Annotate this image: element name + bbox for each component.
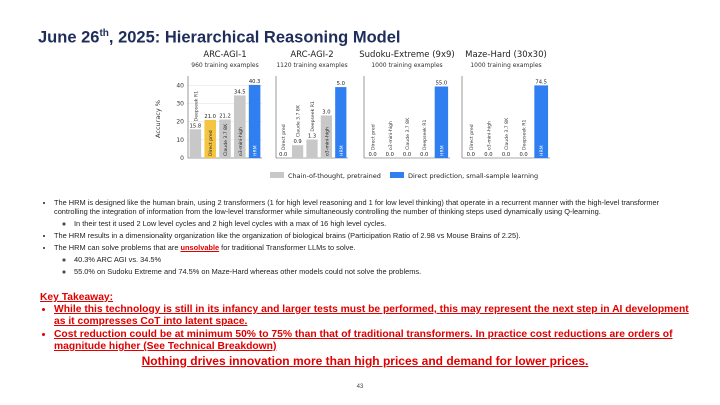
- panel-title: Sudoku-Extreme (9x9): [359, 50, 454, 60]
- value-label: 0.0: [368, 152, 376, 158]
- panel-subtitle: 1120 training examples: [276, 62, 347, 69]
- sub-bullet: In their test it used 2 Low level cycles…: [74, 219, 690, 228]
- y-tick-label: 0: [180, 155, 184, 162]
- panel-subtitle: 1000 training examples: [371, 62, 442, 69]
- y-tick-label: 10: [176, 137, 184, 144]
- bar: [291, 145, 304, 158]
- bar: [234, 95, 246, 158]
- panel-subtitle: 960 training examples: [191, 62, 258, 69]
- value-label: 40.3: [249, 79, 261, 85]
- page-number: 43: [356, 384, 364, 390]
- value-label: 0.0: [467, 152, 475, 158]
- value-label: 0.0: [484, 152, 492, 158]
- value-label: 15.8: [190, 123, 202, 129]
- bar: [219, 119, 231, 158]
- category-label: Deepseek R1: [193, 91, 199, 121]
- category-label: o3-mini-high: [388, 121, 394, 150]
- value-label: 21.0: [204, 114, 216, 120]
- value-label: 0.0: [386, 152, 394, 158]
- value-label: 0.0: [502, 152, 510, 158]
- sub-bullet: 55.0% on Sudoku Extreme and 74.5% on Maz…: [74, 267, 690, 276]
- value-label: 3.0: [322, 109, 330, 115]
- value-label: 0.0: [279, 152, 287, 158]
- category-label: Direct pred: [281, 124, 287, 150]
- category-label: HRM: [539, 145, 545, 156]
- y-axis-label: Accuracy %: [154, 100, 162, 138]
- value-label: 55.0: [436, 81, 448, 87]
- title-text: June 26: [38, 28, 100, 47]
- category-label: HRM: [339, 145, 345, 156]
- sub-bullet: 40.3% ARC AGI vs. 34.5%: [74, 255, 690, 264]
- legend-label: Chain-of-thought, pretrained: [288, 172, 381, 180]
- bullet-text: for traditional Transformer LLMs to solv…: [219, 243, 356, 252]
- emphasis: unsolvable: [180, 243, 220, 252]
- bullet-text: The HRM is designed like the human brain…: [54, 198, 660, 216]
- bullet-text: The HRM results in a dimensionality orga…: [54, 231, 521, 240]
- panel-subtitle: 1000 training examples: [470, 62, 541, 69]
- value-label: 0.0: [403, 152, 411, 158]
- category-label: Deepseek R1: [422, 120, 428, 150]
- value-label: 74.5: [535, 79, 547, 85]
- y-tick-label: 30: [176, 101, 184, 108]
- takeaway-point: While this technology is still in its in…: [54, 304, 690, 328]
- category-label: Claude 3.7 8K: [504, 117, 510, 150]
- title-text: , 2025: Hierarchical Reasoning Model: [108, 28, 401, 47]
- value-label: 0.9: [293, 139, 301, 145]
- category-label: Direct pred: [208, 130, 214, 156]
- y-tick-label: 20: [176, 119, 184, 126]
- legend-label: Direct prediction, small-sample learning: [408, 172, 538, 180]
- y-tick-label: 40: [176, 82, 184, 89]
- category-label: Claude 3.7 8K: [296, 104, 302, 137]
- value-label: 0.0: [519, 152, 527, 158]
- category-label: Deepseek R1: [310, 101, 316, 131]
- takeaway-heading: Key Takeaway:: [40, 292, 114, 303]
- closing-line: Nothing drives innovation more than high…: [141, 354, 589, 368]
- panel-title: Maze-Hard (30x30): [465, 50, 547, 60]
- bullets: The HRM is designed like the human brain…: [40, 198, 690, 279]
- bar: [534, 85, 549, 158]
- title-sup: th: [99, 28, 109, 39]
- bar: [189, 129, 202, 158]
- category-label: Claude 3.7 8K: [405, 117, 411, 150]
- legend-swatch: [270, 172, 284, 178]
- takeaway: Key Takeaway: While this technology is s…: [40, 292, 690, 367]
- category-label: o3-mini-high: [324, 127, 330, 156]
- bar: [204, 119, 216, 158]
- bullet: The HRM is designed like the human brain…: [54, 198, 690, 228]
- category-label: Direct pred: [469, 124, 475, 150]
- bullet: The HRM results in a dimensionality orga…: [54, 231, 690, 240]
- category-label: Claude 3.7 8K: [223, 123, 229, 156]
- category-label: HRM: [439, 145, 445, 156]
- legend-swatch: [390, 172, 404, 178]
- category-label: o3-mini-high: [486, 121, 492, 150]
- value-label: 1.3: [308, 134, 316, 140]
- bar: [306, 139, 318, 158]
- category-label: Direct pred: [371, 124, 377, 150]
- chart: ARC-AGI-1 960 training examples 0 10 20 30 40 A…: [154, 50, 550, 180]
- panel-title: ARC-AGI-1: [203, 50, 246, 60]
- category-label: o3-mini-high: [238, 127, 244, 156]
- bar: [320, 115, 333, 158]
- category-label: HRM: [253, 145, 259, 156]
- bar: [335, 87, 347, 158]
- bullet: The HRM can solve problems that are unso…: [54, 243, 690, 276]
- value-label: 21.2: [219, 114, 231, 120]
- bar: [248, 84, 261, 158]
- value-label: 5.0: [337, 81, 345, 87]
- category-label: Deepseek R1: [522, 120, 528, 150]
- panel-title: ARC-AGI-2: [290, 50, 333, 60]
- takeaway-point: Cost reduction could be at minimum 50% t…: [54, 329, 690, 353]
- value-label: 0.0: [420, 152, 428, 158]
- slide-title: June 26th, 2025: Hierarchical Reasoning …: [38, 28, 401, 48]
- value-label: 34.5: [234, 89, 246, 95]
- bar: [434, 86, 449, 158]
- bullet-text: The HRM can solve problems that are: [54, 243, 181, 252]
